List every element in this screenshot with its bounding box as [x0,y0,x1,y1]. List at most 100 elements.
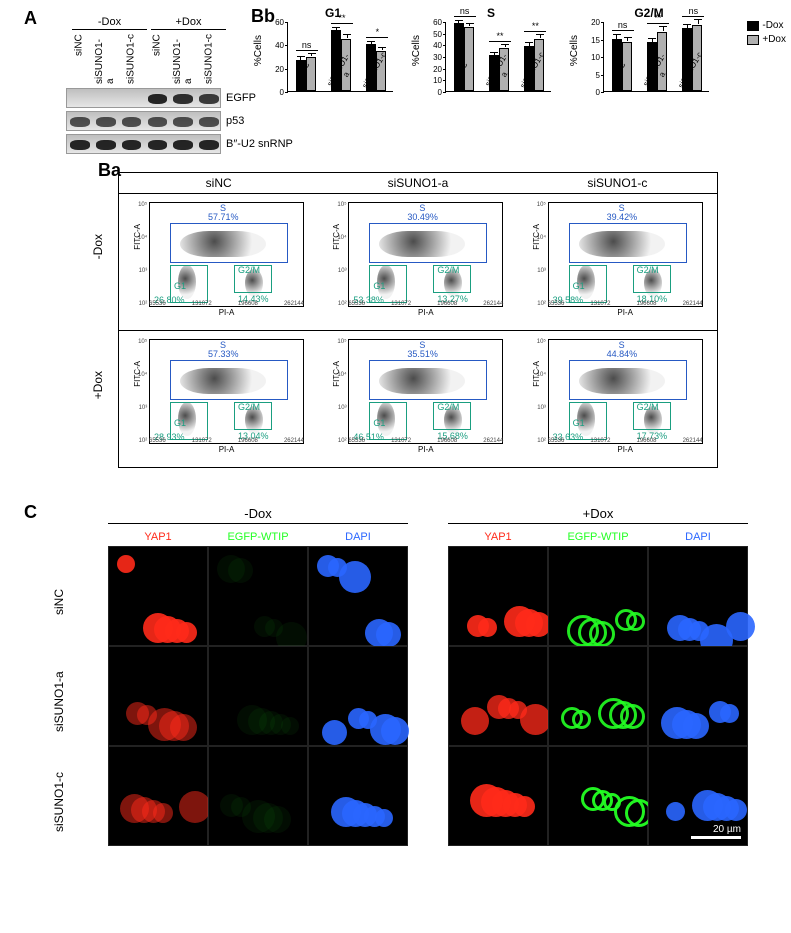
bar-chart: G1%Cells0204060ns***siNCsiSUNO1-asiSUNO1… [267,8,399,128]
ytick-label: 0 [428,88,442,97]
fluo-row [448,646,748,746]
facs-col-headers: siNC siSUNO1-a siSUNO1-c [119,173,717,193]
wb-target-label: p53 [226,115,244,127]
facs-yticks: 10⁵10⁴10³10² [138,202,147,307]
bar-chart: G2/M%Cells05101520ns**nssiNCsiSUNO1-asiS… [583,8,715,128]
facs-gate [569,360,687,400]
fluo-blob [117,555,135,573]
ytick-label: 60 [270,18,284,27]
fluo-row-labels: siNC siSUNO1-a siSUNO1-c [52,552,66,852]
fluo-row [108,546,408,646]
facs-xticks: 65536131072196608262144 [149,438,304,444]
facs-col-1: siNC [119,173,318,193]
facs-plot: S57.71%G126.80%G2/M14.43% [149,202,304,307]
sig-label: ** [488,31,512,41]
wb-band [148,140,168,150]
fluo-group-plus-dox: +Dox [448,506,748,524]
facs-xticks: 65536131072196608262144 [348,301,503,307]
wb-group-plus-dox: +Dox [151,16,226,30]
fluo-blob [220,794,243,817]
fluo-cell [548,746,648,846]
wb-band [70,140,90,150]
facs-g1-name: G1 [373,418,385,428]
wb-band [173,94,193,104]
facs-cell: S30.49%G153.38%G2/M13.27%FITC-API-A65536… [318,194,517,330]
facs-g1-name: G1 [373,281,385,291]
wb-target-label: B″-U2 snRNP [226,138,293,150]
fluo-cell [448,546,548,646]
facs-row: -DoxS57.71%G126.80%G2/M14.43%FITC-API-A6… [119,193,717,330]
facs-plot: S39.42%G139.58%G2/M18.10% [548,202,703,307]
bar-chart-ylabel: %Cells [569,35,580,66]
facs-yticks: 10⁵10⁴10³10² [337,202,346,307]
wb-lane-2: siSUNO1-a [92,34,118,84]
facs-plot: S30.49%G153.38%G2/M13.27% [348,202,503,307]
ytick-label: 60 [428,18,442,27]
facs-s-val: 44.84% [607,349,638,359]
bar-x-axis: siNCsiSUNO1-asiSUNO1-c [603,94,709,134]
fluo-channel-label: YAP1 [108,528,208,546]
legend-minus-dox: -Dox [762,20,783,31]
fluo-cell: 20 µm [648,746,748,846]
fluo-blob [322,720,347,745]
facs-plot: S35.51%G146.51%G2/M15.68% [348,339,503,444]
fluo-blob [254,616,275,637]
facs-xlabel: PI-A [348,445,503,454]
facs-outer: siNC siSUNO1-a siSUNO1-c -DoxS57.71%G126… [118,172,718,468]
wb-lane-3: siSUNO1-c [118,34,144,84]
facs-col-3: siSUNO1-c [518,173,717,193]
bb-legend: -Dox +Dox [747,20,786,48]
fluo-row-1: siNC [52,552,66,652]
fluo-channel-label: DAPI [308,528,408,546]
fluo-blob [143,613,173,643]
fluo-blob [567,615,599,647]
wb-gel [66,111,221,131]
wb-band [199,117,219,127]
wb-group-minus-dox: -Dox [72,16,147,30]
wb-band [173,140,193,150]
facs-g2m-name: G2/M [437,402,459,412]
facs-body: -DoxS57.71%G126.80%G2/M14.43%FITC-API-A6… [119,193,717,467]
fluo-blob [467,615,489,637]
panel-c-letter: C [24,502,37,523]
facs-s-val: 57.33% [208,349,239,359]
fluo-block: YAP1EGFP-WTIPDAPI20 µm [448,528,748,846]
fluo-blob [667,615,693,641]
bar-chart: S%Cells0102030405060ns****siNCsiSUNO1-as… [425,8,557,128]
facs-g2m-name: G2/M [238,402,260,412]
fluo-cell [548,546,648,646]
panel-bb: Bb G1%Cells0204060ns***siNCsiSUNO1-asiSU… [265,6,785,136]
facs-g2m-name: G2/M [637,402,659,412]
fluo-row [108,646,408,746]
facs-gate [170,223,288,263]
fluo-blob [666,802,685,821]
fluo-cell [208,746,308,846]
fluo-channel-label: YAP1 [448,528,548,546]
legend-sw-black [747,21,759,31]
fluo-blob [598,698,629,729]
sig-label: ns [295,40,319,50]
wb-gel [66,134,221,154]
facs-col-2: siSUNO1-a [318,173,517,193]
facs-xlabel: PI-A [149,308,304,317]
facs-g2m-name: G2/M [637,265,659,275]
fluo-blob [126,702,149,725]
wb-band [96,140,116,150]
fluo-blob [237,705,267,735]
ytick-label: 10 [428,76,442,85]
wb-row: B″-U2 snRNP [66,134,293,154]
facs-gate [569,223,687,263]
scale-bar [691,836,741,839]
ytick-label: 40 [428,41,442,50]
fluo-row [448,546,748,646]
fluo-group-minus-dox: -Dox [108,506,408,524]
fluo-cell [548,646,648,746]
facs-xlabel: PI-A [548,445,703,454]
facs-yticks: 10⁵10⁴10³10² [537,339,546,444]
fluo-blob [470,784,503,817]
fluo-grid: YAP1EGFP-WTIPDAPIYAP1EGFP-WTIPDAPI20 µm [108,528,748,846]
wb-rows: EGFPp53B″-U2 snRNP [66,88,293,157]
fluo-cell [448,746,548,846]
facs-row-label: -Dox [91,234,111,259]
bar-x-axis: siNCsiSUNO1-asiSUNO1-c [445,94,551,134]
